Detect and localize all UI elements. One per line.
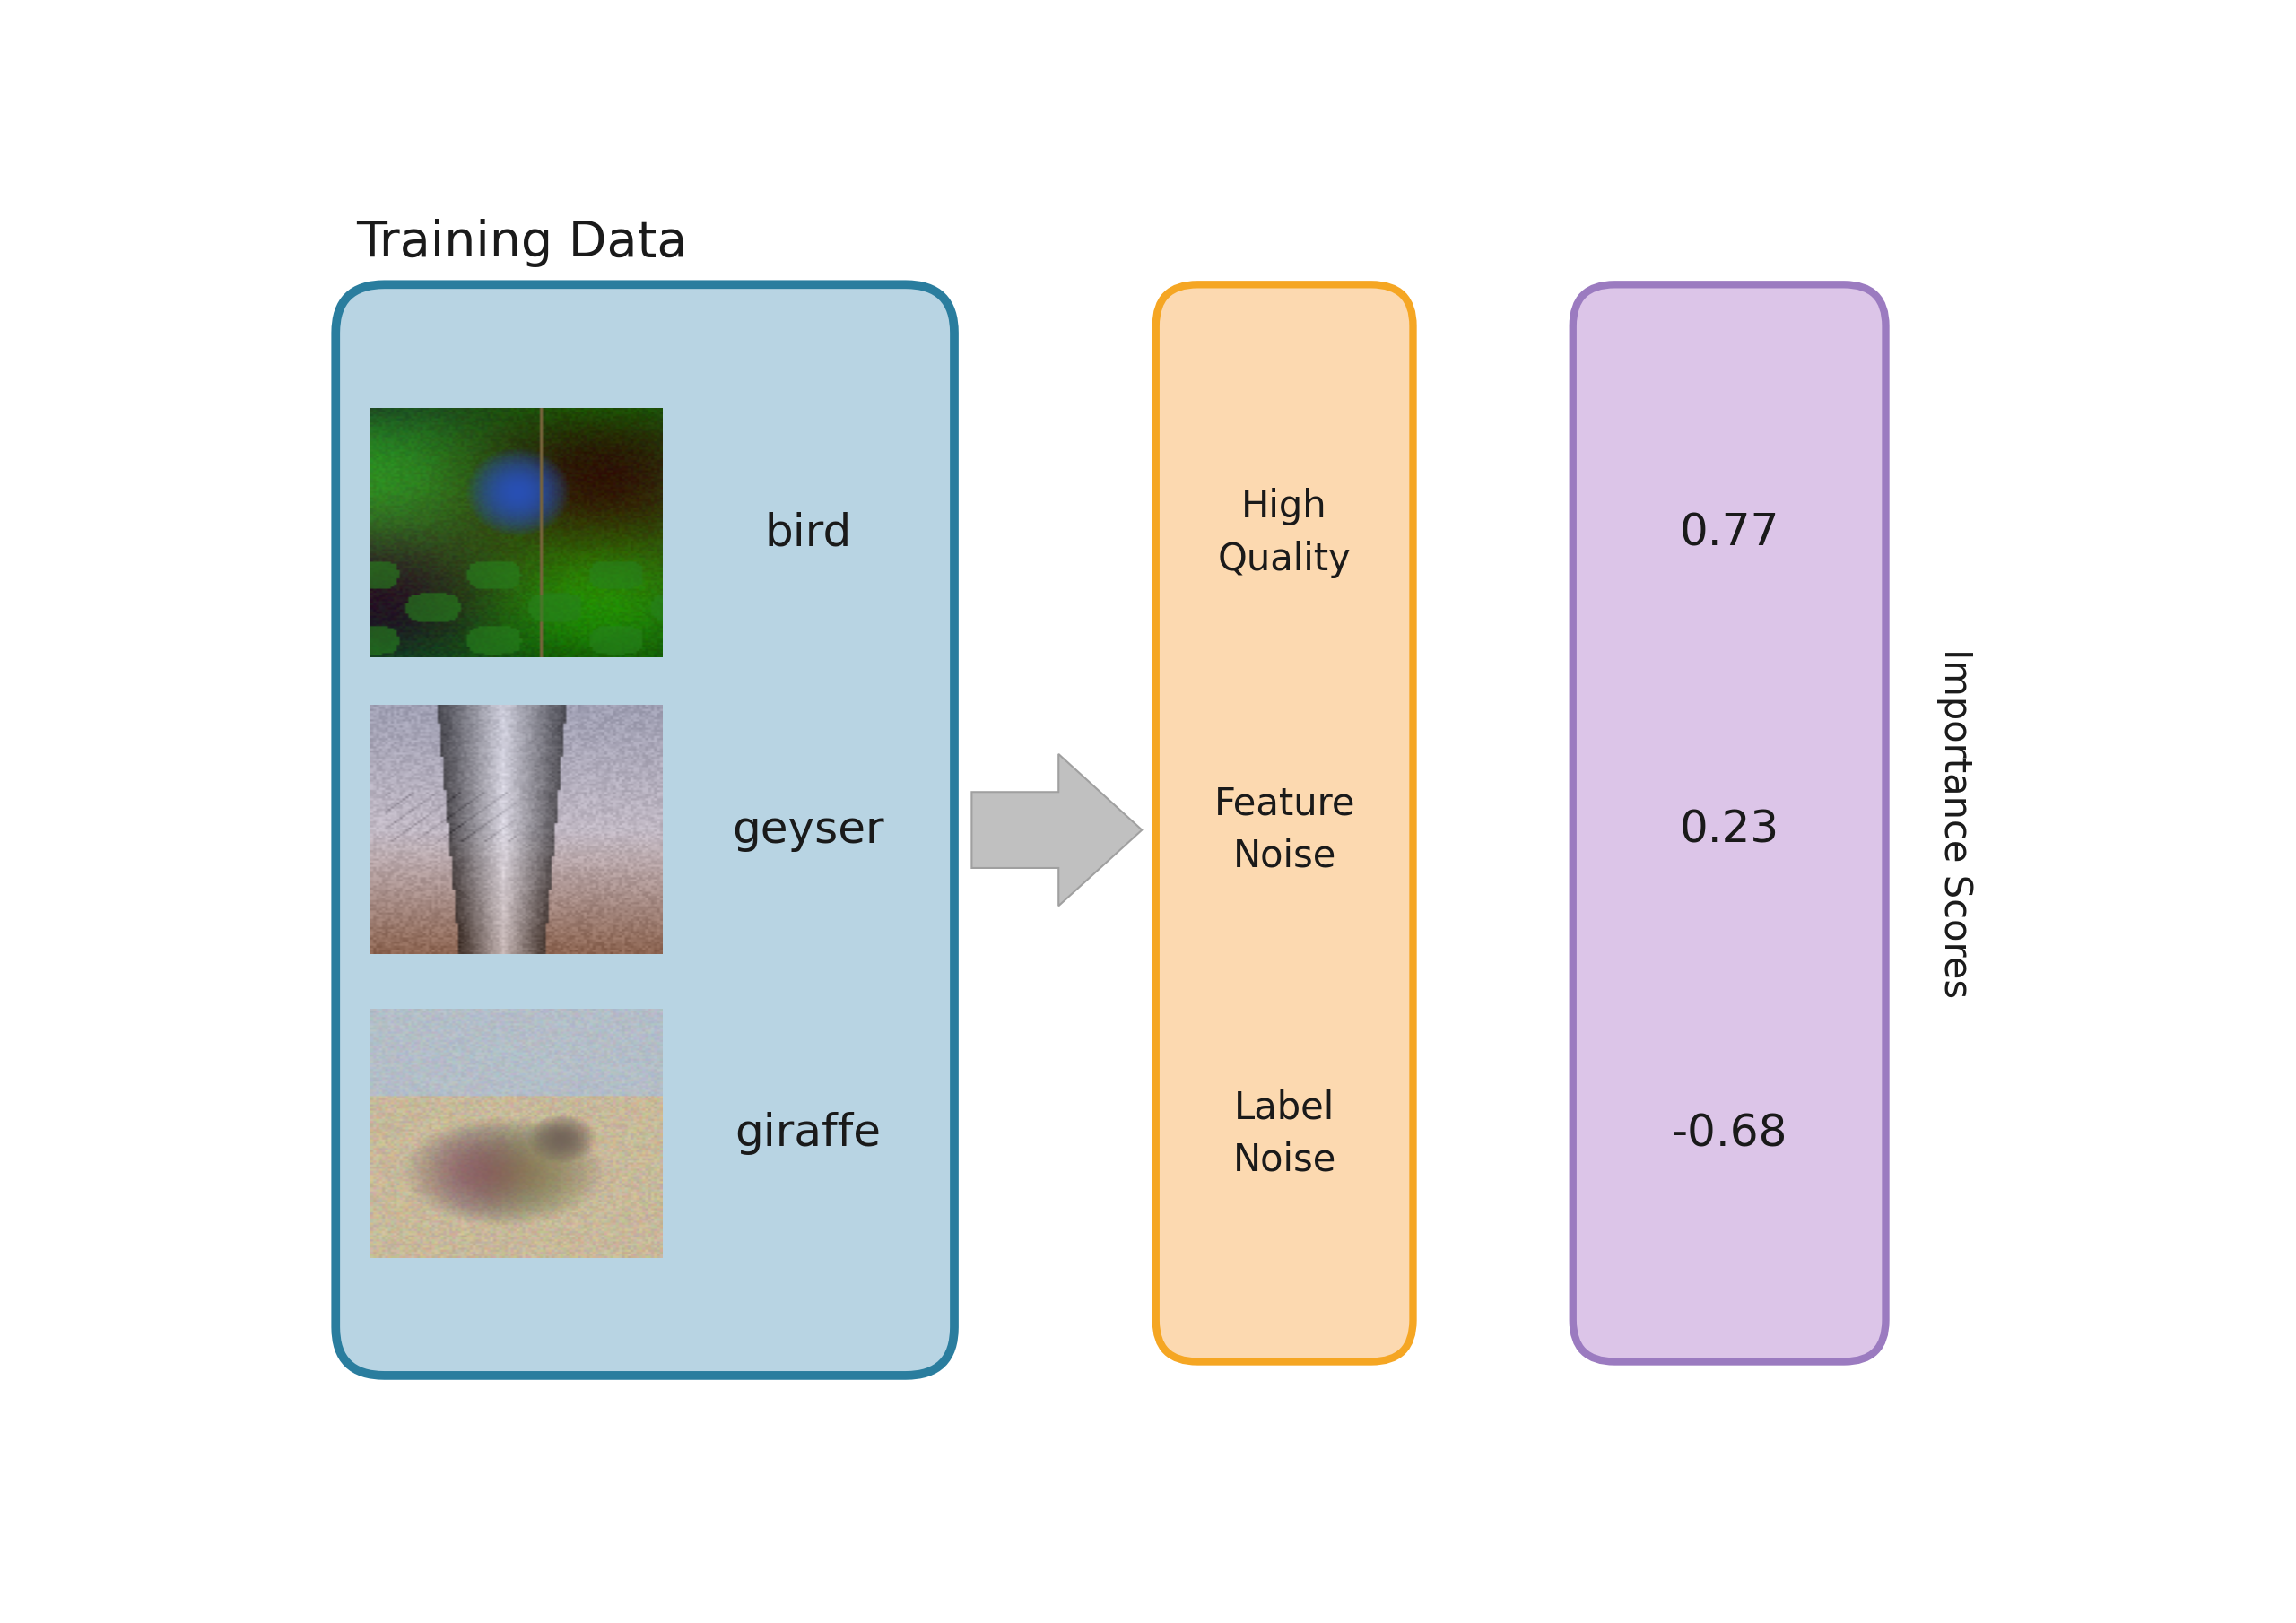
Text: giraffe: giraffe bbox=[735, 1112, 882, 1156]
Text: 0.23: 0.23 bbox=[1678, 808, 1779, 852]
FancyBboxPatch shape bbox=[335, 284, 955, 1375]
Text: Importance Scores: Importance Scores bbox=[1936, 648, 1975, 998]
FancyBboxPatch shape bbox=[1573, 284, 1885, 1362]
FancyBboxPatch shape bbox=[1155, 284, 1412, 1362]
Text: 0.77: 0.77 bbox=[1678, 511, 1779, 555]
Text: High
Quality: High Quality bbox=[1217, 489, 1350, 578]
Text: -0.68: -0.68 bbox=[1671, 1112, 1786, 1156]
Text: geyser: geyser bbox=[732, 808, 884, 852]
Text: Training Data: Training Data bbox=[356, 219, 689, 268]
Text: Feature
Noise: Feature Noise bbox=[1215, 786, 1355, 875]
Polygon shape bbox=[971, 755, 1141, 906]
Text: Label
Noise: Label Noise bbox=[1233, 1089, 1336, 1178]
Text: bird: bird bbox=[765, 511, 852, 555]
